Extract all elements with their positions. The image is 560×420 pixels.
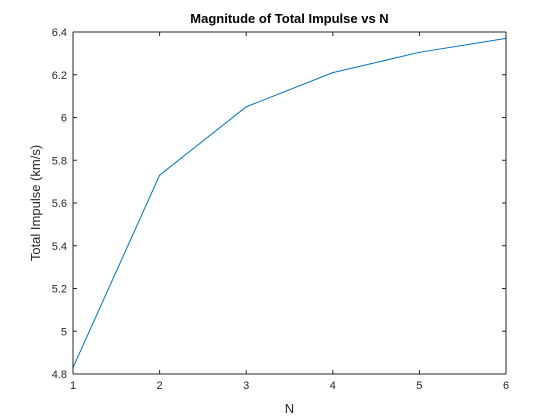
x-tick-label: 5 (416, 380, 422, 392)
chart-title: Magnitude of Total Impulse vs N (190, 11, 388, 26)
plot-area (73, 32, 506, 374)
y-tick-label: 5.6 (52, 198, 67, 210)
y-tick-label: 6.2 (52, 70, 67, 82)
y-tick-label: 4.8 (52, 369, 67, 381)
y-tick-label: 5.4 (52, 241, 67, 253)
data-point (159, 175, 160, 176)
x-axis-label: N (285, 401, 294, 416)
y-tick-label: 5 (61, 326, 67, 338)
y-tick-label: 6 (61, 113, 67, 125)
x-tick-label: 1 (70, 380, 76, 392)
y-tick-label: 6.4 (52, 27, 67, 39)
data-point (246, 106, 247, 107)
y-tick-label: 5.2 (52, 284, 67, 296)
y-axis-label: Total Impulse (km/s) (28, 145, 43, 261)
data-point (332, 72, 333, 73)
y-tick-label: 5.8 (52, 155, 67, 167)
x-tick-label: 6 (503, 380, 509, 392)
x-tick-label: 4 (330, 380, 336, 392)
x-tick-label: 3 (243, 380, 249, 392)
x-tick-label: 2 (157, 380, 163, 392)
data-point (419, 52, 420, 53)
